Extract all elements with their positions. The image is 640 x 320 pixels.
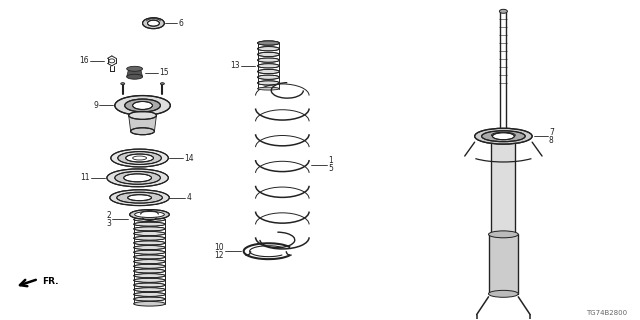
Ellipse shape [127,66,143,71]
Ellipse shape [257,52,279,57]
Polygon shape [129,116,156,131]
Ellipse shape [134,232,165,236]
Ellipse shape [488,231,518,238]
Ellipse shape [134,269,165,273]
Ellipse shape [475,128,532,144]
Ellipse shape [134,264,165,268]
Ellipse shape [124,174,152,182]
Text: TG74B2800: TG74B2800 [586,310,627,316]
Ellipse shape [131,128,154,135]
Ellipse shape [499,9,508,13]
Ellipse shape [134,227,165,231]
Ellipse shape [115,172,161,184]
Ellipse shape [257,87,279,90]
Text: 11: 11 [81,173,90,182]
Ellipse shape [488,290,518,297]
Ellipse shape [134,297,165,301]
Text: 5: 5 [328,164,333,173]
Text: 7: 7 [549,128,554,137]
Polygon shape [127,69,143,77]
Text: 15: 15 [159,68,169,77]
Ellipse shape [129,111,156,119]
Ellipse shape [110,190,170,206]
Ellipse shape [130,210,170,220]
Ellipse shape [257,64,279,68]
Ellipse shape [134,274,165,278]
Ellipse shape [134,241,165,245]
Ellipse shape [161,83,164,85]
Text: 16: 16 [79,56,89,65]
Ellipse shape [147,20,159,26]
Ellipse shape [127,74,143,79]
Ellipse shape [134,255,165,259]
Text: 8: 8 [549,136,554,145]
Text: 4: 4 [186,193,191,202]
Ellipse shape [134,222,165,226]
Text: 6: 6 [179,19,183,28]
Ellipse shape [132,101,152,109]
Ellipse shape [125,99,161,112]
Ellipse shape [492,132,515,138]
Ellipse shape [134,236,165,240]
Ellipse shape [134,245,165,250]
Ellipse shape [134,301,165,306]
Text: 12: 12 [214,251,224,260]
Ellipse shape [143,18,164,29]
Ellipse shape [121,83,125,85]
Text: 13: 13 [230,61,240,70]
Ellipse shape [257,75,279,79]
Text: 10: 10 [214,243,224,252]
Ellipse shape [257,41,279,45]
Ellipse shape [257,69,279,74]
Polygon shape [488,234,518,294]
Ellipse shape [111,149,168,167]
Ellipse shape [134,250,165,254]
Ellipse shape [257,47,279,51]
Ellipse shape [128,195,152,201]
Text: 14: 14 [184,154,194,163]
Ellipse shape [134,278,165,282]
Ellipse shape [134,260,165,264]
Text: 2: 2 [106,211,111,220]
Ellipse shape [107,169,168,187]
Ellipse shape [115,96,170,116]
Text: FR.: FR. [42,277,59,286]
Text: 9: 9 [93,101,98,110]
Ellipse shape [481,131,525,142]
Text: 3: 3 [106,219,111,228]
Ellipse shape [125,154,154,162]
Ellipse shape [134,218,165,221]
Ellipse shape [493,133,515,140]
Ellipse shape [134,212,164,218]
Ellipse shape [116,192,163,203]
Ellipse shape [257,81,279,85]
Ellipse shape [257,58,279,62]
Ellipse shape [492,231,515,237]
Ellipse shape [257,41,279,45]
Text: 1: 1 [328,156,333,165]
Polygon shape [492,135,515,234]
Ellipse shape [134,292,165,296]
Ellipse shape [118,152,161,164]
Ellipse shape [134,283,165,287]
Ellipse shape [134,288,165,292]
